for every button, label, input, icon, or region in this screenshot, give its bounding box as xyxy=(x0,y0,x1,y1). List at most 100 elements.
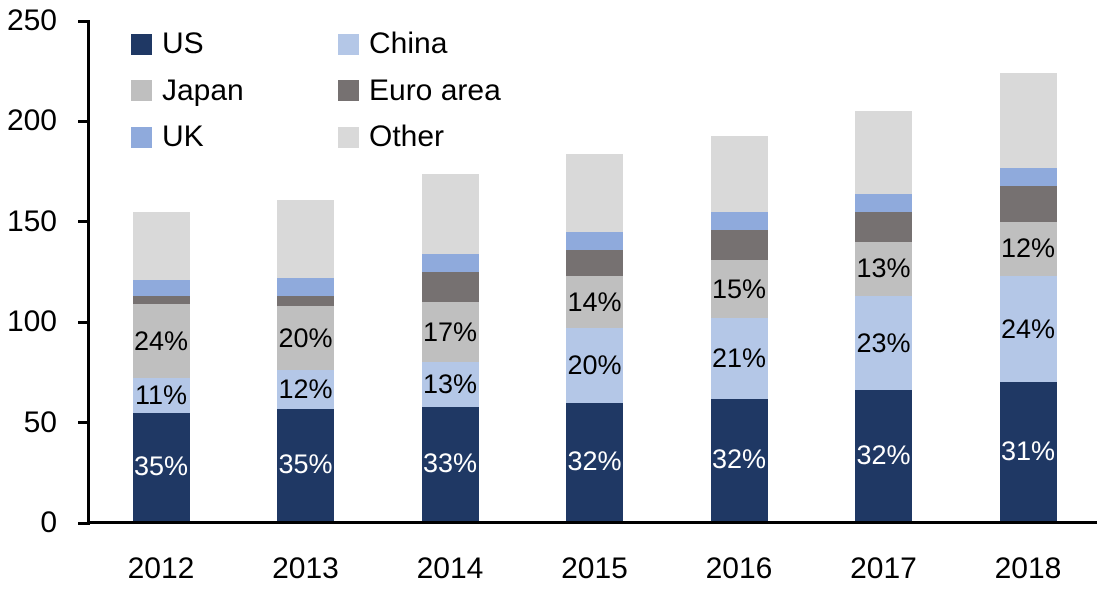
segment-label: 12% xyxy=(278,373,333,404)
segment-other-2014 xyxy=(421,173,479,254)
segment-japan-2014: 17% xyxy=(421,302,479,363)
segment-china-2017: 23% xyxy=(855,296,912,391)
bar-2014: 33% 13% 17% xyxy=(421,173,479,521)
legend-item-japan: Japan xyxy=(131,75,244,105)
segment-euro-area-2015 xyxy=(566,249,623,277)
x-axis-tick-label: 2016 xyxy=(705,552,773,585)
segment-china-2018: 24% xyxy=(999,276,1057,383)
x-axis-tick-label: 2017 xyxy=(850,552,917,585)
segment-uk-2015 xyxy=(566,231,623,250)
legend-item-euro-area: Euro area xyxy=(338,75,501,105)
segment-label: 23% xyxy=(856,327,911,358)
legend-item-other: Other xyxy=(338,122,444,152)
legend-swatch-other xyxy=(338,126,359,148)
segment-us-2013: 35% xyxy=(277,408,334,521)
segment-china-2015: 20% xyxy=(566,328,623,403)
x-axis-tick-label: 2013 xyxy=(272,552,339,585)
segment-us-2016: 32% xyxy=(710,398,768,521)
segment-us-2014: 33% xyxy=(421,406,479,521)
segment-uk-2016 xyxy=(710,211,768,230)
segment-label: 35% xyxy=(278,449,333,480)
y-axis-tick-label: 50 xyxy=(23,405,57,439)
segment-uk-2013 xyxy=(277,278,334,297)
y-axis-tick xyxy=(78,421,88,425)
segment-uk-2012 xyxy=(132,280,190,297)
segment-china-2014: 13% xyxy=(421,362,479,407)
segment-other-2016 xyxy=(710,135,768,212)
segment-uk-2018 xyxy=(999,167,1057,186)
segment-label: 35% xyxy=(133,451,189,482)
y-axis-tick-label: 0 xyxy=(40,506,57,539)
segment-japan-2012: 24% xyxy=(132,304,190,379)
legend-swatch-us xyxy=(131,33,152,55)
x-axis-tick-label: 2018 xyxy=(994,552,1062,585)
y-axis-tick xyxy=(78,119,88,123)
segment-label: 15% xyxy=(711,273,767,304)
segment-label: 14% xyxy=(567,286,622,317)
y-axis-line xyxy=(87,20,90,525)
segment-uk-2017 xyxy=(855,193,912,212)
legend-item-us: US xyxy=(131,29,204,59)
segment-euro-area-2012 xyxy=(132,296,190,305)
x-axis-tick-label: 2015 xyxy=(561,552,628,585)
segment-japan-2015: 14% xyxy=(566,276,623,329)
legend-label: US xyxy=(162,27,204,60)
segment-other-2015 xyxy=(566,153,623,232)
x-axis-tick-label: 2012 xyxy=(127,552,195,585)
segment-japan-2016: 15% xyxy=(710,259,768,319)
segment-other-2012 xyxy=(132,211,190,281)
segment-label: 13% xyxy=(856,253,911,284)
segment-japan-2013: 20% xyxy=(277,306,334,371)
y-axis-tick xyxy=(78,19,88,23)
segment-label: 32% xyxy=(711,444,767,475)
legend-swatch-euro-area xyxy=(338,80,359,101)
legend-label: China xyxy=(369,27,448,60)
segment-other-2018 xyxy=(999,73,1057,168)
segment-label: 12% xyxy=(1000,233,1056,264)
legend-label: Japan xyxy=(162,73,244,107)
segment-euro-area-2014 xyxy=(421,272,479,303)
segment-label: 21% xyxy=(711,342,767,373)
bar-2017: 32% 23% 13% xyxy=(855,111,912,521)
y-axis-tick xyxy=(78,320,88,324)
segment-euro-area-2018 xyxy=(999,185,1057,222)
segment-japan-2018: 12% xyxy=(999,221,1057,277)
bar-2012: 35% 11% 24% xyxy=(132,211,190,521)
segment-china-2016: 21% xyxy=(710,318,768,399)
bar-2016: 32% 21% 15% xyxy=(710,135,768,521)
legend-label: Other xyxy=(369,120,445,153)
segment-label: 11% xyxy=(134,380,188,410)
segment-china-2013: 12% xyxy=(277,370,334,409)
segment-china-2012: 11% xyxy=(132,378,190,413)
segment-label: 24% xyxy=(1000,313,1056,344)
segment-japan-2017: 13% xyxy=(855,241,912,297)
segment-label: 32% xyxy=(567,446,622,477)
segment-other-2013 xyxy=(277,199,334,279)
legend-label: UK xyxy=(162,120,204,153)
legend-swatch-china xyxy=(338,33,359,55)
segment-label: 32% xyxy=(856,440,911,471)
segment-label: 24% xyxy=(133,325,189,356)
segment-euro-area-2016 xyxy=(710,229,768,260)
y-axis-tick-label: 250 xyxy=(6,4,57,37)
y-axis-tick-label: 150 xyxy=(6,204,57,238)
segment-us-2015: 32% xyxy=(566,402,623,521)
x-axis-line xyxy=(87,521,1097,524)
segment-us-2012: 35% xyxy=(132,412,190,521)
segment-euro-area-2013 xyxy=(277,296,334,307)
segment-label: 31% xyxy=(1000,436,1056,467)
legend-swatch-uk xyxy=(131,126,152,148)
segment-uk-2014 xyxy=(421,253,479,273)
segment-label: 20% xyxy=(278,322,333,353)
bar-2018: 31% 24% 12% xyxy=(999,73,1057,521)
y-axis-tick xyxy=(78,521,88,525)
legend-item-china: China xyxy=(338,29,447,59)
segment-other-2017 xyxy=(855,111,912,194)
legend-label: Euro area xyxy=(369,73,501,107)
segment-label: 33% xyxy=(422,448,478,479)
legend-item-uk: UK xyxy=(131,122,204,152)
y-axis-tick-label: 100 xyxy=(6,305,57,339)
segment-label: 20% xyxy=(567,349,622,380)
y-axis-tick xyxy=(78,220,88,224)
